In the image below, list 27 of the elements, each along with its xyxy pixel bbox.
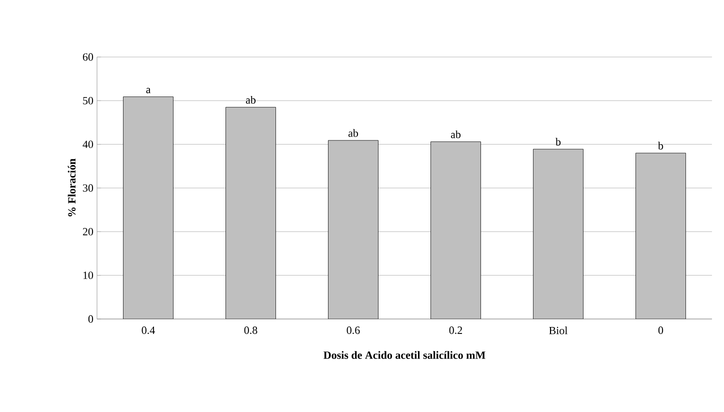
y-tick-label: 50: [83, 96, 94, 104]
annotation: b: [555, 138, 561, 146]
y-tick-label: 60: [82, 53, 94, 61]
x-tick-label: 0.4: [142, 326, 155, 334]
bar: [636, 152, 686, 319]
x-tick-label: 0: [658, 326, 664, 334]
y-tick-label: 20: [82, 228, 94, 236]
bar: [226, 107, 276, 319]
y-tick-label: 40: [82, 140, 94, 148]
x-tick-label: Biol: [549, 326, 568, 334]
bar: [533, 148, 584, 319]
bar: [430, 142, 481, 319]
annotation: b: [658, 142, 664, 150]
annotation: ab: [246, 96, 256, 104]
y-axis-title: % Floración: [68, 158, 76, 216]
x-tick-label: 0.2: [449, 326, 462, 334]
bar: [123, 96, 174, 319]
x-tick-label: 0.8: [244, 326, 258, 334]
y-tick-label: 10: [83, 272, 94, 280]
x-tick-label: 0.6: [346, 326, 360, 334]
bar: [328, 140, 378, 319]
annotation: a: [146, 88, 151, 94]
x-axis-title: Dosis de Acido acetil salicílico mM: [324, 351, 486, 359]
annotation: ab: [348, 129, 358, 137]
annotation: ab: [450, 130, 461, 138]
y-tick-label: 30: [83, 184, 94, 192]
y-tick-label: 0: [88, 315, 94, 323]
